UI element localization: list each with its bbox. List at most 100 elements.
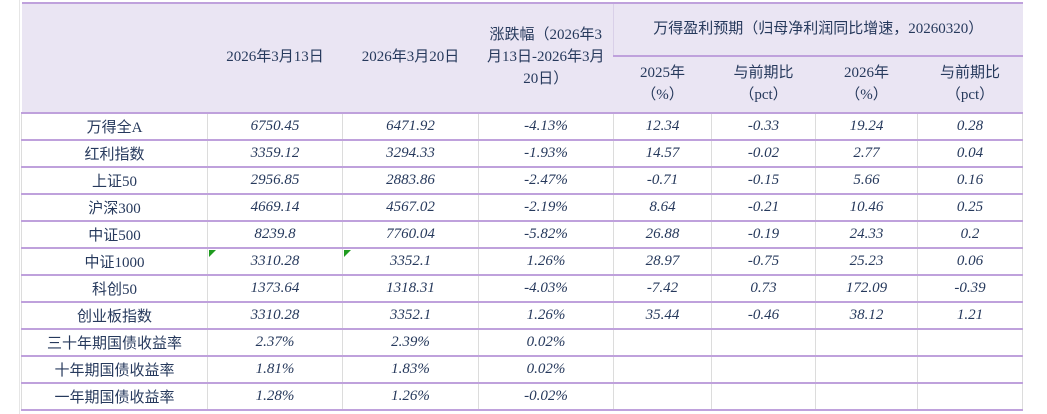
value-cell[interactable]: 3359.12 [207, 140, 343, 168]
value-cell[interactable]: 1.28% [207, 383, 343, 411]
value-cell[interactable]: -5.82% [478, 221, 614, 249]
value-cell[interactable]: -0.33 [711, 113, 816, 141]
value-cell[interactable]: 0.28 [917, 113, 1024, 141]
value-cell[interactable]: 28.97 [613, 248, 712, 276]
value-cell[interactable]: 3294.33 [342, 140, 479, 168]
value-cell[interactable]: -0.21 [711, 194, 816, 222]
corner-header-cell[interactable] [21, 3, 208, 114]
value-cell[interactable]: -0.15 [711, 167, 816, 195]
value-cell[interactable]: 0.06 [917, 248, 1024, 276]
cell-value: 1.81% [255, 361, 295, 377]
value-cell[interactable]: -0.39 [917, 275, 1024, 303]
value-cell[interactable]: 0.16 [917, 167, 1024, 195]
row-label-cell[interactable]: 沪深300 [21, 194, 208, 222]
value-cell[interactable]: 24.33 [815, 221, 918, 249]
value-cell[interactable]: 1.26% [342, 383, 479, 411]
value-cell[interactable]: 2956.85 [207, 167, 343, 195]
row-label-cell[interactable]: 十年期国债收益率 [21, 356, 208, 384]
value-cell[interactable] [711, 356, 816, 384]
value-cell[interactable]: -0.71 [613, 167, 712, 195]
value-cell[interactable]: 1.81% [207, 356, 343, 384]
value-cell[interactable]: 14.57 [613, 140, 712, 168]
row-label-cell[interactable]: 科创50 [21, 275, 208, 303]
value-cell[interactable]: -0.02% [478, 383, 614, 411]
col-header-2026-delta[interactable]: 与前期比 （pct） [917, 56, 1023, 114]
value-cell[interactable]: 0.25 [917, 194, 1024, 222]
value-cell[interactable]: 2883.86 [342, 167, 479, 195]
value-cell[interactable]: 7760.04 [342, 221, 479, 249]
value-cell[interactable]: 35.44 [613, 302, 712, 330]
value-cell[interactable]: -7.42 [613, 275, 712, 303]
value-cell[interactable]: -4.13% [478, 113, 614, 141]
value-cell[interactable]: 2.37% [207, 329, 343, 357]
col-header-change[interactable]: 涨跌幅（2026年3月13日-2026年3月20日） [478, 3, 614, 114]
value-cell[interactable]: 1373.64 [207, 275, 343, 303]
value-cell[interactable]: 1.21 [917, 302, 1024, 330]
value-cell[interactable]: 3310.28 [207, 302, 343, 330]
value-cell[interactable] [917, 356, 1024, 384]
value-cell[interactable]: 19.24 [815, 113, 918, 141]
value-cell[interactable] [917, 383, 1024, 411]
col-header-date-1[interactable]: 2026年3月13日 [207, 3, 343, 114]
value-cell[interactable]: 5.66 [815, 167, 918, 195]
value-cell[interactable]: -2.19% [478, 194, 614, 222]
value-cell[interactable] [711, 329, 816, 357]
value-cell[interactable]: 3352.1 [342, 302, 479, 330]
value-cell[interactable]: 172.09 [815, 275, 918, 303]
col-header-2025-pct[interactable]: 2025年 （%） [613, 56, 712, 114]
cell-value: -4.13% [524, 118, 568, 134]
value-cell[interactable] [711, 383, 816, 411]
value-cell[interactable]: 38.12 [815, 302, 918, 330]
value-cell[interactable]: 8239.8 [207, 221, 343, 249]
value-cell[interactable]: 8.64 [613, 194, 712, 222]
value-cell[interactable]: -0.46 [711, 302, 816, 330]
value-cell[interactable]: 1.83% [342, 356, 479, 384]
row-label-cell[interactable]: 万得全A [21, 113, 208, 141]
value-cell[interactable]: -2.47% [478, 167, 614, 195]
row-label-cell[interactable]: 中证1000 [21, 248, 208, 276]
value-cell[interactable]: 1318.31 [342, 275, 479, 303]
value-cell[interactable]: 0.2 [917, 221, 1024, 249]
value-cell[interactable]: 10.46 [815, 194, 918, 222]
value-cell[interactable]: 25.23 [815, 248, 918, 276]
value-cell[interactable]: 26.88 [613, 221, 712, 249]
value-cell[interactable]: 12.34 [613, 113, 712, 141]
value-cell[interactable]: 0.04 [917, 140, 1024, 168]
row-label-cell[interactable]: 三十年期国债收益率 [21, 329, 208, 357]
value-cell[interactable]: -4.03% [478, 275, 614, 303]
value-cell[interactable]: 6750.45 [207, 113, 343, 141]
value-cell[interactable]: 1.26% [478, 302, 614, 330]
value-cell[interactable]: 0.02% [478, 329, 614, 357]
value-cell[interactable]: 6471.92 [342, 113, 479, 141]
col-header-2026-line2: （%） [845, 86, 888, 103]
value-cell[interactable] [815, 383, 918, 411]
row-label-cell[interactable]: 中证500 [21, 221, 208, 249]
row-label-cell[interactable]: 创业板指数 [21, 302, 208, 330]
value-cell[interactable]: 4567.02 [342, 194, 479, 222]
value-cell[interactable]: 4669.14 [207, 194, 343, 222]
value-cell[interactable] [917, 329, 1024, 357]
value-cell[interactable]: 2.77 [815, 140, 918, 168]
col-header-earnings-group[interactable]: 万得盈利预期（归母净利润同比增速，20260320） [612, 3, 1023, 57]
row-label-cell[interactable]: 红利指数 [21, 140, 208, 168]
value-cell[interactable]: -0.19 [711, 221, 816, 249]
col-header-2026-pct[interactable]: 2026年 （%） [815, 56, 918, 114]
row-label-cell[interactable]: 上证50 [21, 167, 208, 195]
value-cell[interactable]: -0.02 [711, 140, 816, 168]
value-cell[interactable] [815, 329, 918, 357]
col-header-2025-delta[interactable]: 与前期比 （pct） [711, 56, 816, 114]
row-label-cell[interactable]: 一年期国债收益率 [21, 383, 208, 411]
value-cell[interactable] [815, 356, 918, 384]
value-cell[interactable]: 1.26% [478, 248, 614, 276]
value-cell[interactable]: -1.93% [478, 140, 614, 168]
value-cell[interactable]: 3310.28 [207, 248, 343, 276]
value-cell[interactable]: 0.02% [478, 356, 614, 384]
value-cell[interactable]: 3352.1 [342, 248, 479, 276]
value-cell[interactable] [613, 329, 712, 357]
value-cell[interactable]: -0.75 [711, 248, 816, 276]
value-cell[interactable] [613, 356, 712, 384]
value-cell[interactable]: 0.73 [711, 275, 816, 303]
value-cell[interactable]: 2.39% [342, 329, 479, 357]
value-cell[interactable] [613, 383, 712, 411]
col-header-date-2[interactable]: 2026年3月20日 [342, 3, 479, 114]
